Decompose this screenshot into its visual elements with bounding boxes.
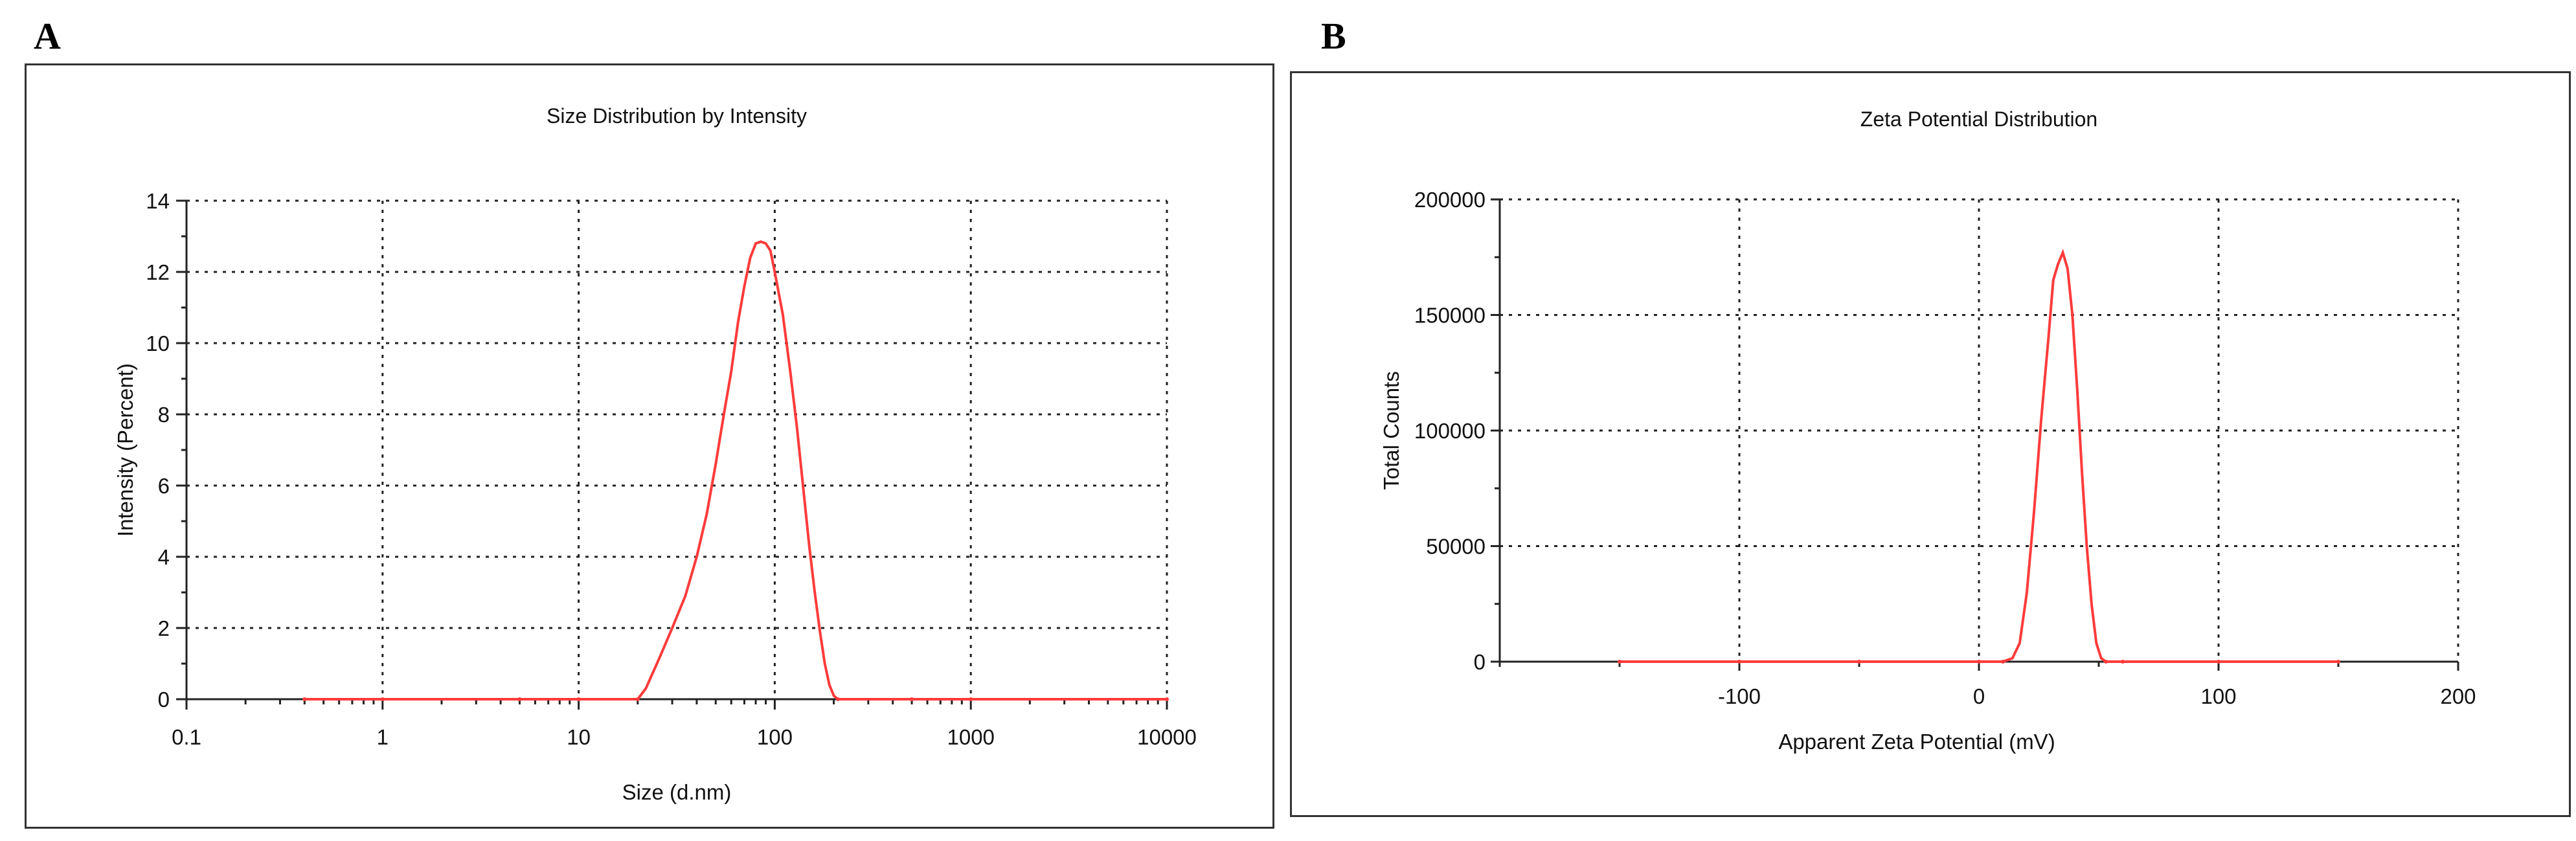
chart-a-x-tick-label: 0.1 (172, 725, 201, 749)
chart-b-point (1977, 660, 1981, 664)
chart-a-y-tick-label: 8 (158, 403, 170, 427)
chart-a-point (635, 697, 640, 701)
chart-a-point (1165, 697, 1169, 701)
panel-b-frame (1290, 71, 2571, 817)
chart-b-y-axis-title: Total Counts (1379, 371, 1403, 489)
chart-b-point (2121, 660, 2125, 664)
chart-b-y-tick-label: 0 (1474, 650, 1486, 674)
chart-a-x-axis-title: Size (d.nm) (622, 780, 732, 804)
chart-a-y-tick-label: 14 (146, 189, 170, 213)
chart-a-y-tick-label: 6 (158, 474, 170, 498)
chart-b-y-tick-label: 150000 (1414, 304, 1486, 328)
chart-a-point (576, 697, 581, 701)
chart-b-title: Zeta Potential Distribution (1860, 107, 2097, 131)
chart-a-y-tick-label: 10 (146, 331, 170, 355)
chart-b-point (1857, 660, 1861, 664)
chart-b-point (1737, 660, 1741, 664)
chart-a-y-tick-label: 12 (146, 260, 170, 284)
chart-a-x-tick-label: 10000 (1137, 725, 1197, 749)
panel-a-frame (25, 63, 1274, 829)
chart-b-x-axis-title: Apparent Zeta Potential (mV) (1778, 730, 2055, 754)
chart-a-point (517, 697, 522, 701)
chart-b-point (2217, 660, 2220, 664)
chart-b-x-tick-label: 200 (2440, 684, 2476, 708)
chart-b-point (2001, 660, 2005, 664)
chart-a-x-tick-label: 1 (377, 725, 389, 749)
chart-a-point (835, 697, 840, 701)
panel-label-a: A (34, 15, 61, 57)
chart-a-point (910, 697, 914, 701)
chart-a-series-line (304, 240, 1167, 701)
chart-a-point (380, 697, 385, 701)
chart-a-x-tick-label: 1000 (947, 725, 994, 749)
panel-label-b: B (1321, 15, 1346, 57)
chart-a-x-tick-label: 10 (567, 725, 591, 749)
chart-a-y-tick-label: 0 (158, 688, 170, 712)
chart-a-title: Size Distribution by Intensity (547, 104, 807, 128)
chart-a-y-tick-label: 4 (158, 545, 170, 569)
chart-b-x-tick-label: -100 (1718, 684, 1761, 708)
chart-b-point (2336, 660, 2340, 664)
chart-b-point (2104, 660, 2108, 664)
chart-b-x-tick-label: 0 (1973, 684, 1985, 708)
chart-a-y-tick-label: 2 (158, 616, 170, 640)
chart-b-point (1618, 660, 1621, 664)
chart-a-point (302, 697, 307, 701)
chart-b-x-tick-label: 100 (2200, 684, 2236, 708)
chart-a-point (969, 697, 973, 701)
chart-b-y-tick-label: 100000 (1414, 419, 1486, 443)
chart-b-y-tick-label: 200000 (1414, 188, 1486, 212)
chart-b-y-tick-label: 50000 (1426, 535, 1486, 559)
chart-a-x-tick-label: 100 (757, 725, 793, 749)
chart-a-y-axis-title: Intensity (Percent) (113, 363, 137, 537)
